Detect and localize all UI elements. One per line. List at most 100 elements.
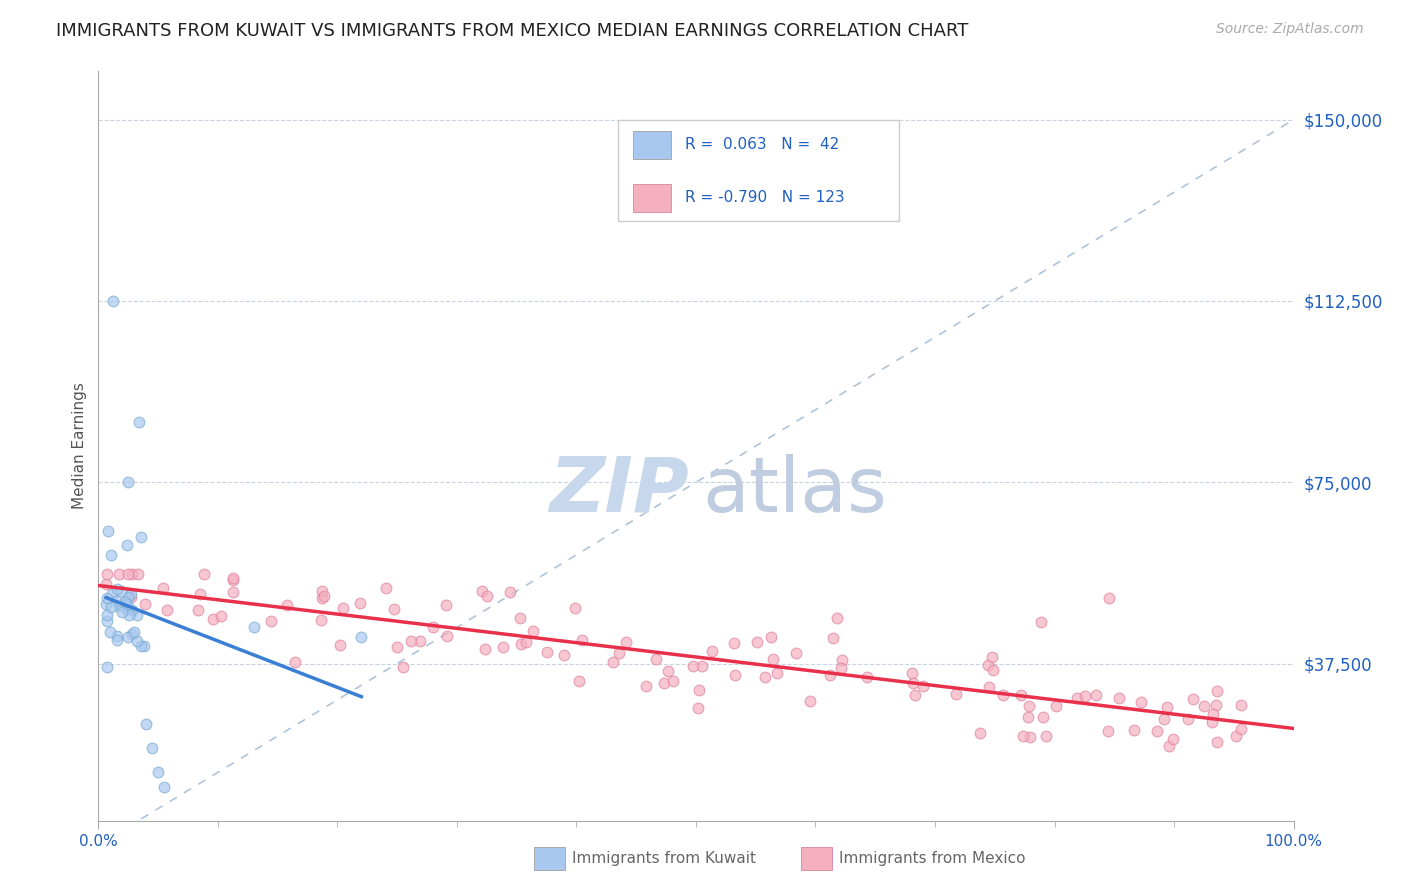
- Point: [105, 629, 128, 643]
- Point: [723, 635, 745, 649]
- Point: [568, 673, 591, 688]
- Point: [1206, 683, 1229, 698]
- Point: [96, 607, 118, 622]
- Point: [117, 567, 139, 582]
- Point: [571, 633, 593, 648]
- Point: [434, 598, 457, 612]
- Point: [1084, 688, 1107, 702]
- Point: [1146, 723, 1168, 738]
- Point: [1177, 712, 1199, 726]
- Point: [499, 584, 522, 599]
- Point: [945, 687, 967, 701]
- Point: [105, 582, 128, 596]
- Point: [105, 632, 128, 647]
- Point: [385, 640, 408, 655]
- Point: [117, 630, 139, 644]
- Point: [1225, 729, 1247, 743]
- Point: [117, 597, 139, 611]
- Point: [96, 567, 118, 582]
- Point: [202, 612, 225, 626]
- Point: [100, 600, 122, 615]
- Point: [471, 583, 494, 598]
- Point: [128, 415, 150, 429]
- Point: [1018, 730, 1040, 744]
- Point: [912, 679, 935, 693]
- Point: [141, 741, 163, 756]
- Point: [634, 680, 657, 694]
- Point: [785, 646, 807, 660]
- Point: [399, 633, 422, 648]
- Point: [979, 681, 1001, 695]
- Point: [1161, 731, 1184, 746]
- Point: [1153, 712, 1175, 726]
- Point: [156, 603, 179, 617]
- Point: [1073, 689, 1095, 703]
- Point: [96, 591, 118, 606]
- Point: [474, 641, 496, 656]
- Point: [101, 587, 124, 601]
- Point: [332, 601, 354, 615]
- Point: [747, 635, 769, 649]
- Point: [127, 634, 149, 648]
- Point: [831, 652, 853, 666]
- Point: [121, 603, 143, 617]
- Point: [1029, 615, 1052, 630]
- Point: [111, 605, 134, 619]
- Point: [652, 676, 675, 690]
- Point: [114, 595, 136, 609]
- Point: [830, 661, 852, 675]
- Point: [969, 725, 991, 739]
- Point: [129, 639, 152, 653]
- Point: [186, 603, 208, 617]
- Text: ZIP: ZIP: [550, 454, 690, 528]
- Point: [1192, 698, 1215, 713]
- Point: [392, 659, 415, 673]
- Point: [766, 666, 789, 681]
- Point: [900, 666, 922, 681]
- Point: [284, 655, 307, 669]
- Point: [686, 700, 709, 714]
- Text: IMMIGRANTS FROM KUWAIT VS IMMIGRANTS FROM MEXICO MEDIAN EARNINGS CORRELATION CHA: IMMIGRANTS FROM KUWAIT VS IMMIGRANTS FRO…: [56, 22, 969, 40]
- Point: [127, 567, 149, 582]
- Point: [1230, 698, 1253, 713]
- Point: [1045, 699, 1067, 714]
- Point: [120, 587, 142, 601]
- Y-axis label: Median Earnings: Median Earnings: [72, 383, 87, 509]
- Point: [221, 571, 243, 585]
- Point: [855, 670, 877, 684]
- Point: [118, 608, 141, 623]
- Point: [825, 610, 848, 624]
- Point: [127, 608, 149, 623]
- Point: [135, 717, 157, 731]
- Point: [1156, 700, 1178, 714]
- Point: [509, 611, 531, 625]
- Point: [492, 640, 515, 654]
- Point: [1205, 698, 1227, 712]
- Point: [100, 548, 122, 562]
- Point: [117, 590, 139, 604]
- Point: [1229, 722, 1251, 736]
- Point: [243, 620, 266, 634]
- Point: [382, 601, 405, 615]
- Point: [1129, 695, 1152, 709]
- Point: [107, 567, 129, 582]
- Point: [134, 597, 156, 611]
- Point: [148, 765, 170, 780]
- Point: [121, 567, 143, 582]
- Point: [312, 589, 335, 603]
- Point: [108, 599, 131, 614]
- Point: [700, 643, 723, 657]
- Point: [821, 632, 844, 646]
- Point: [100, 624, 122, 639]
- FancyBboxPatch shape: [619, 120, 900, 221]
- Point: [1206, 735, 1229, 749]
- Point: [602, 655, 624, 669]
- Point: [723, 667, 745, 681]
- Point: [105, 593, 128, 607]
- Point: [645, 652, 668, 666]
- Point: [115, 538, 138, 552]
- Point: [1018, 699, 1040, 714]
- Point: [662, 674, 685, 689]
- Point: [477, 589, 499, 603]
- Text: R =  0.063   N =  42: R = 0.063 N = 42: [685, 137, 839, 153]
